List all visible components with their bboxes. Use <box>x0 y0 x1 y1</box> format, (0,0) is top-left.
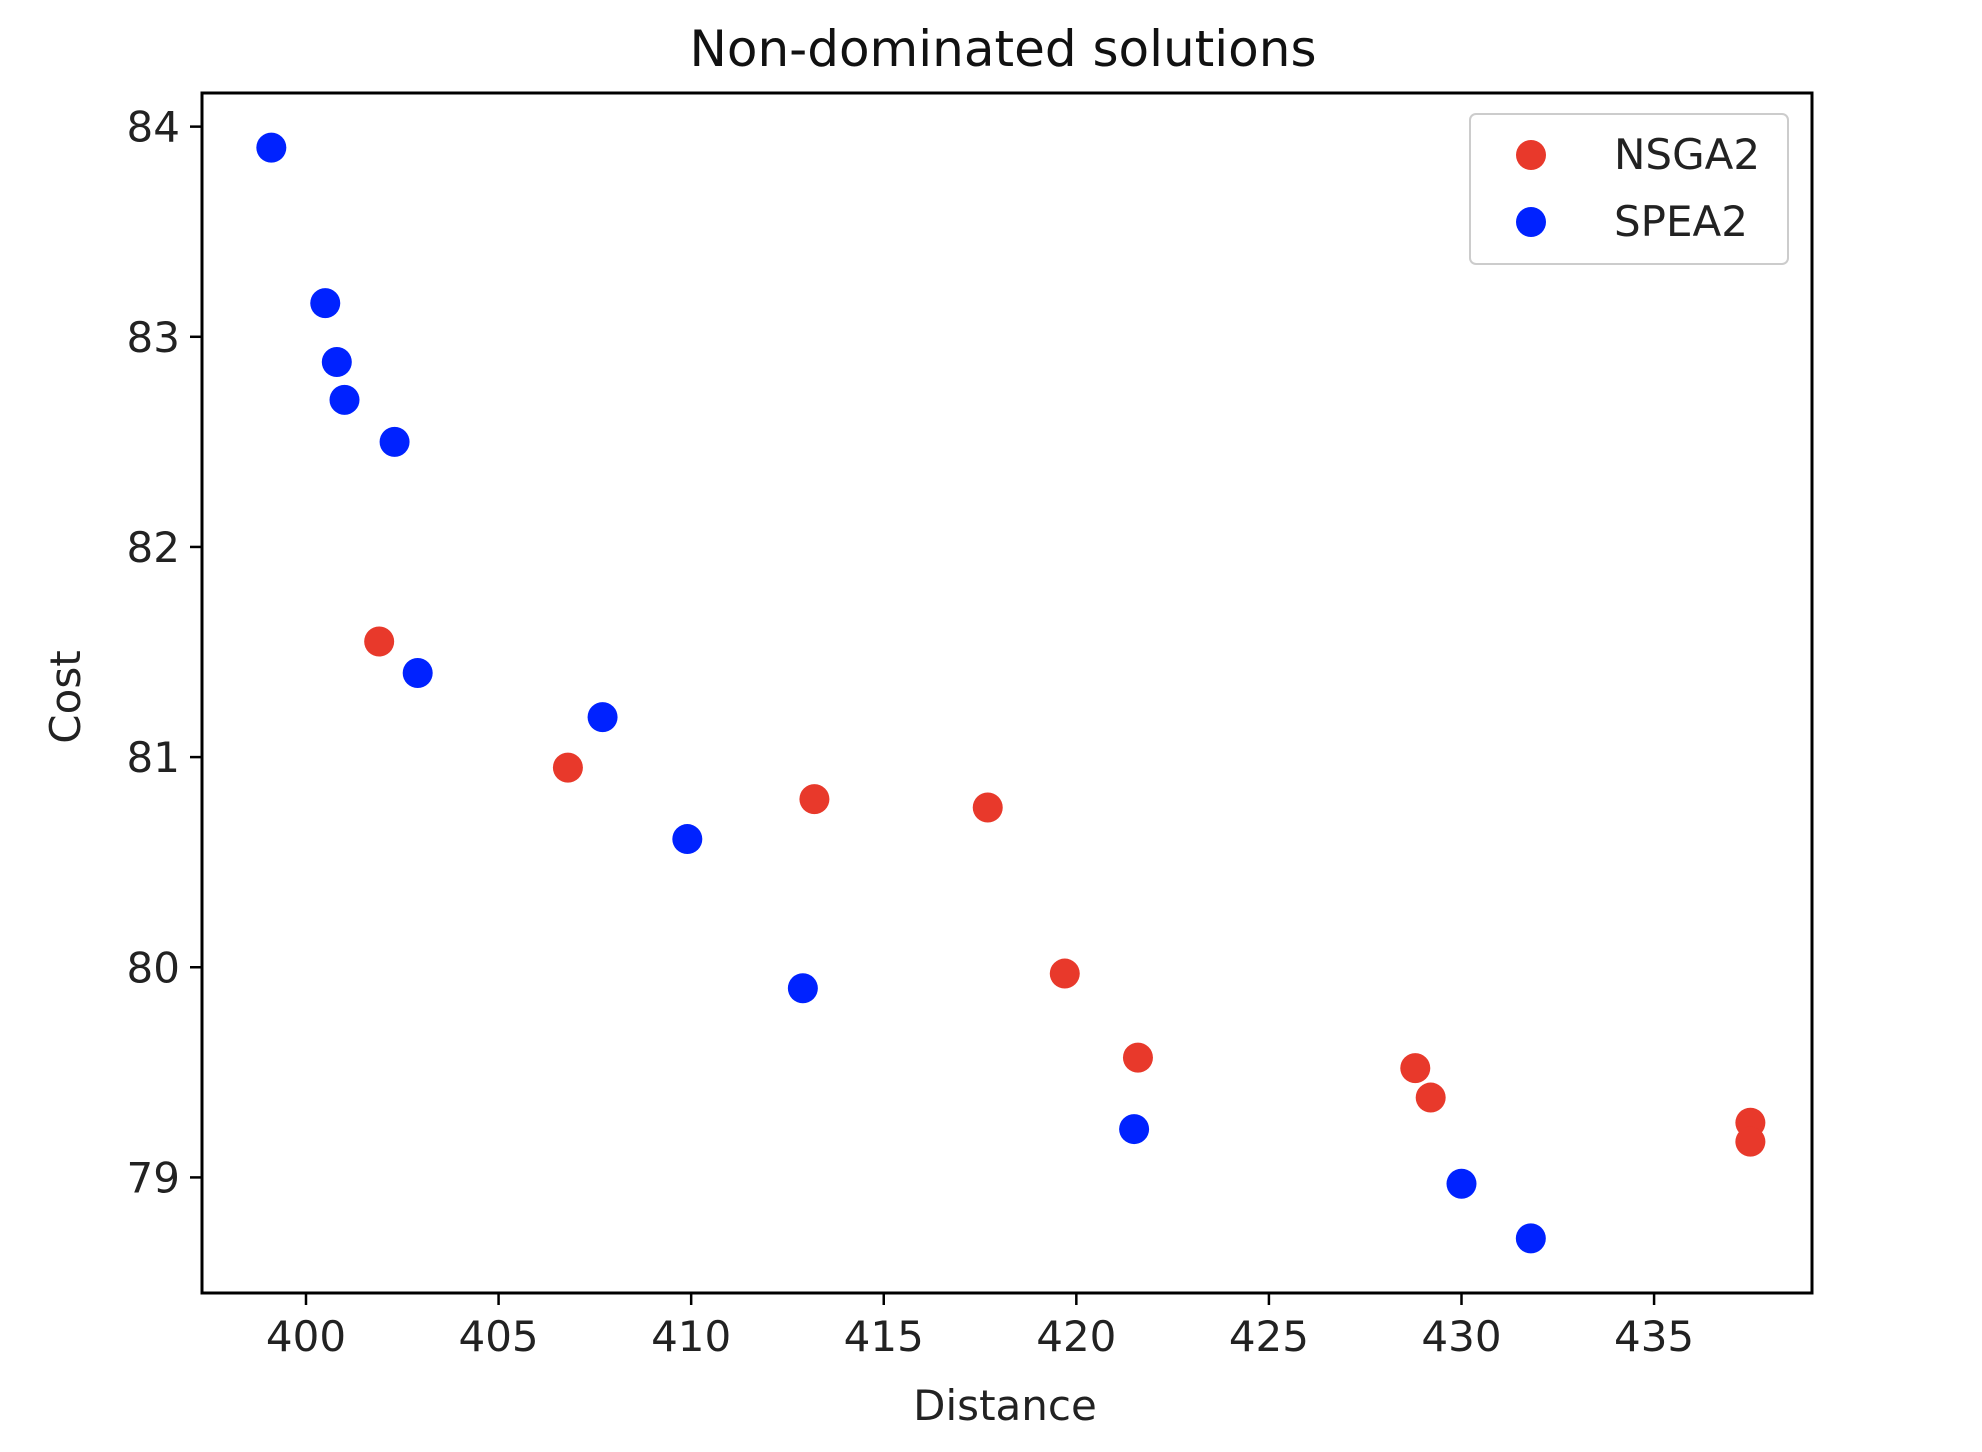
point-spea2 <box>1515 1223 1546 1254</box>
point-nsga2 <box>1415 1082 1446 1113</box>
point-spea2 <box>1119 1114 1150 1145</box>
x-tick-label: 425 <box>1229 1312 1309 1361</box>
legend-box <box>1469 113 1789 265</box>
point-nsga2 <box>1122 1042 1153 1073</box>
point-spea2 <box>672 824 703 855</box>
x-tick-label: 405 <box>458 1312 538 1361</box>
point-nsga2 <box>552 752 583 783</box>
point-spea2 <box>256 132 287 163</box>
x-tick-label: 435 <box>1614 1312 1694 1361</box>
y-tick-label: 82 <box>127 523 180 572</box>
point-nsga2 <box>799 784 830 815</box>
legend-marker-nsga2 <box>1516 140 1546 170</box>
point-spea2 <box>402 658 433 689</box>
point-spea2 <box>329 384 360 415</box>
data-points <box>256 132 1766 1254</box>
x-tick-label: 415 <box>844 1312 924 1361</box>
point-spea2 <box>587 702 618 733</box>
y-axis-label: Cost <box>41 650 90 743</box>
legend: NSGA2 SPEA2 <box>1469 113 1789 265</box>
x-tick-label: 400 <box>266 1312 346 1361</box>
point-spea2 <box>379 426 410 457</box>
legend-label-spea2: SPEA2 <box>1614 197 1748 246</box>
y-tick-label: 84 <box>127 103 180 152</box>
y-tick-label: 83 <box>127 313 180 362</box>
legend-label-nsga2: NSGA2 <box>1614 130 1760 179</box>
y-tick-label: 81 <box>127 733 180 782</box>
x-tick-label: 430 <box>1421 1312 1501 1361</box>
y-axis-ticks: 79 80 81 82 83 84 <box>127 103 202 1202</box>
plot-frame <box>200 91 1814 1295</box>
chart-title: Non-dominated solutions <box>689 20 1316 78</box>
point-nsga2 <box>364 626 395 657</box>
point-spea2 <box>310 288 341 319</box>
y-tick-label: 80 <box>127 943 180 992</box>
x-axis-ticks: 400 405 410 415 420 425 430 435 <box>266 1293 1694 1361</box>
legend-marker-spea2 <box>1516 207 1546 237</box>
y-tick-label: 79 <box>127 1153 180 1202</box>
point-nsga2 <box>1049 958 1080 989</box>
point-nsga2 <box>1735 1126 1766 1157</box>
point-nsga2 <box>972 792 1003 823</box>
point-nsga2 <box>1400 1053 1431 1084</box>
x-tick-label: 420 <box>1036 1312 1116 1361</box>
x-axis-label: Distance <box>913 1381 1097 1430</box>
point-spea2 <box>1446 1168 1477 1199</box>
point-spea2 <box>321 347 352 378</box>
x-tick-label: 410 <box>651 1312 731 1361</box>
point-spea2 <box>787 973 818 1004</box>
